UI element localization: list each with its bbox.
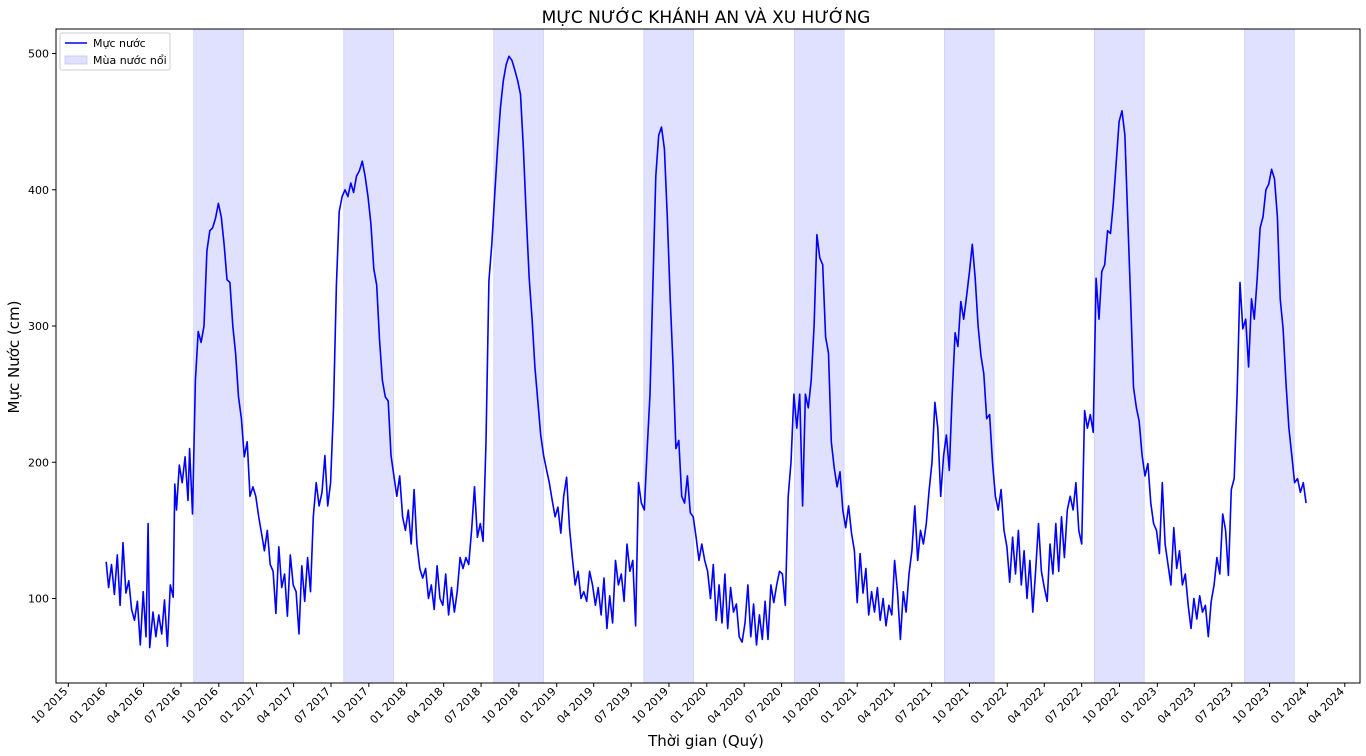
legend: Mực nước Mùa nước nổi [59, 32, 171, 71]
flood-season-band-8 [1244, 28, 1295, 684]
x-tick-label: 10 2015 [29, 685, 70, 726]
x-tick-label: 01 2016 [67, 685, 108, 726]
x-tick-label: 01 2017 [217, 685, 258, 726]
y-axis-label: Mực Nước (cm) [5, 301, 23, 414]
flood-season-band-2 [343, 28, 394, 684]
x-tick-label: 10 2020 [780, 685, 821, 726]
flood-season-band-6 [944, 28, 995, 684]
flood-season-band-5 [794, 28, 845, 684]
x-tick-label: 10 2021 [930, 685, 971, 726]
x-tick-label: 07 2018 [442, 685, 483, 726]
x-tick-label: 04 2018 [404, 685, 445, 726]
x-tick-label: 10 2019 [630, 685, 671, 726]
x-tick-label: 01 2019 [517, 685, 558, 726]
x-tick-label: 10 2022 [1080, 685, 1121, 726]
x-tick-label: 07 2023 [1192, 685, 1233, 726]
x-axis-label: Thời gian (Quý) [647, 732, 764, 750]
x-tick-label: 10 2016 [180, 685, 221, 726]
x-tick-label: 10 2018 [480, 685, 521, 726]
y-tick-label: 500 [28, 48, 49, 61]
x-tick-label: 04 2023 [1155, 685, 1196, 726]
x-tick-label: 04 2020 [705, 685, 746, 726]
x-tick-label: 01 2022 [968, 685, 1009, 726]
x-tick-label: 01 2020 [668, 685, 709, 726]
legend-swatch-patch [64, 55, 88, 65]
y-tick-label: 100 [28, 593, 49, 606]
x-tick-label: 01 2023 [1118, 685, 1159, 726]
x-tick-label: 07 2021 [892, 685, 933, 726]
series-line-1 [105, 55, 1307, 649]
legend-label-flood-season: Mùa nước nổi [93, 54, 167, 67]
x-tick-label: 04 2016 [104, 685, 145, 726]
y-tick-label: 200 [28, 456, 49, 469]
x-tick-label: 10 2017 [330, 685, 371, 726]
x-tick-label: 10 2023 [1230, 685, 1271, 726]
x-tick-label: 07 2019 [592, 685, 633, 726]
x-tick-label: 01 2018 [367, 685, 408, 726]
y-axis-ticks: 100 200 300 400 500 [28, 48, 56, 606]
chart-title: MỰC NƯỚC KHÁNH AN VÀ XU HƯỚNG [542, 6, 871, 28]
x-tick-label: 04 2019 [554, 685, 595, 726]
flood-season-band-4 [643, 28, 694, 684]
x-tick-label: 04 2021 [855, 685, 896, 726]
series-layer [105, 55, 1307, 649]
x-tick-label: 07 2016 [142, 685, 183, 726]
x-tick-label: 01 2021 [818, 685, 859, 726]
plot-frame [55, 28, 1361, 684]
y-tick-label: 300 [28, 320, 49, 333]
x-tick-label: 04 2017 [254, 685, 295, 726]
flood-season-bands [193, 28, 1295, 684]
flood-season-band-3 [493, 28, 544, 684]
x-tick-label: 04 2024 [1306, 685, 1347, 726]
y-tick-label: 400 [28, 184, 49, 197]
x-tick-label: 04 2022 [1005, 685, 1046, 726]
x-tick-label: 07 2022 [1042, 685, 1083, 726]
x-tick-label: 07 2020 [742, 685, 783, 726]
x-tick-label: 07 2017 [292, 685, 333, 726]
legend-box [59, 32, 171, 71]
legend-label-water-level: Mực nước [93, 37, 146, 50]
x-tick-label: 01 2024 [1268, 685, 1309, 726]
